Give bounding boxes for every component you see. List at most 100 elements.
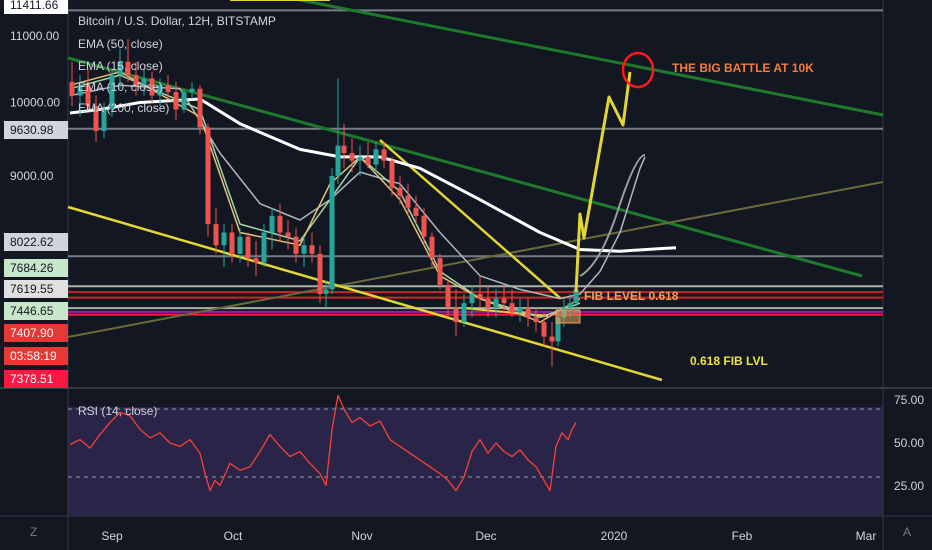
legend-ema-50[interactable]: EMA (50, close) (78, 37, 163, 51)
candle-20 (229, 224, 235, 263)
candle-60 (541, 312, 547, 347)
price-tags: 11411.66 9630.98 8022.62 7684.26 7619.55 7446… (4, 0, 68, 388)
candle-26 (277, 203, 283, 241)
candle-57 (517, 298, 523, 323)
big-battle-label[interactable]: THE BIG BATTLE AT 10K (672, 61, 814, 75)
candle-9 (141, 68, 147, 96)
candle-38 (365, 141, 371, 169)
candle-16 (197, 85, 203, 135)
horizontal-levels[interactable] (68, 9, 883, 316)
candle-18 (213, 207, 219, 254)
svg-text:11411.66: 11411.66 (10, 0, 59, 12)
price-tick-0: 11000.00 (10, 29, 59, 43)
price-tag-0: 11411.66 (4, 0, 68, 14)
candle-44 (413, 195, 419, 225)
candle-21 (237, 228, 243, 263)
rsi-tick-75: 75.00 (894, 393, 924, 407)
candle-6 (117, 48, 123, 89)
svg-text:7407.90: 7407.90 (10, 326, 54, 340)
candle-22 (245, 232, 251, 267)
yellow-projection-path[interactable] (574, 71, 632, 293)
candle-8 (133, 61, 139, 96)
candlesticks (69, 39, 579, 367)
candle-23 (253, 240, 259, 276)
candle-34 (335, 78, 341, 184)
zoom-icon[interactable]: Z (30, 525, 37, 539)
candle-12 (165, 75, 171, 100)
svg-text:03:58:19: 03:58:19 (10, 349, 57, 363)
candle-40 (381, 141, 387, 169)
candle-17 (205, 123, 211, 237)
candle-54 (493, 289, 499, 318)
candle-53 (485, 284, 491, 318)
candle-24 (261, 224, 267, 267)
candle-15 (189, 81, 195, 100)
candle-7 (125, 39, 131, 82)
candle-13 (173, 81, 179, 121)
candle-56 (509, 289, 515, 318)
candle-30 (309, 232, 315, 263)
candle-45 (421, 207, 427, 246)
legend-ema-10[interactable]: EMA (10, close) (78, 80, 163, 94)
candle-43 (405, 183, 411, 216)
rsi-tick-25: 25.00 (894, 479, 924, 493)
candle-32 (323, 280, 329, 308)
ema-line-1 (69, 84, 646, 300)
time-axis-ticks[interactable]: Sep Oct Nov Dec 2020 Feb Mar (101, 529, 876, 543)
legend-ema-15[interactable]: EMA (15, close) (78, 59, 163, 73)
legend-ema-200[interactable]: EMA (200, close) (78, 101, 169, 115)
fib-zone-box[interactable] (555, 309, 581, 324)
candle-33 (329, 168, 335, 294)
candle-59 (533, 307, 539, 332)
candle-58 (525, 298, 531, 327)
price-tag-4: 7619.55 (4, 280, 68, 298)
candle-11 (157, 78, 163, 106)
candle-28 (293, 228, 299, 263)
time-tick-5: Feb (732, 529, 753, 543)
svg-text:7619.55: 7619.55 (10, 282, 54, 296)
time-tick-6: Mar (856, 529, 877, 543)
green-channel-upper-line[interactable] (299, 0, 884, 117)
candle-19 (221, 224, 227, 267)
candle-3 (93, 95, 99, 142)
candle-1 (77, 75, 83, 117)
rsi-line-group (69, 394, 577, 492)
fib-level-label[interactable]: FIB LEVEL 0.618 (584, 289, 679, 303)
price-tag-1: 9630.98 (4, 121, 68, 139)
svg-text:9630.98: 9630.98 (10, 123, 54, 137)
yellow-wedge-lower-line[interactable] (67, 205, 663, 382)
price-tag-3: 7684.26 (4, 259, 68, 277)
candle-36 (349, 138, 355, 173)
fib-lvl-label[interactable]: 0.618 FIB LVL (690, 354, 768, 368)
candle-5 (109, 68, 115, 117)
time-tick-3: Dec (475, 529, 496, 543)
rsi-legend[interactable]: RSI (14, close) (78, 404, 157, 418)
candle-61 (549, 322, 555, 367)
candle-48 (445, 280, 451, 318)
auto-scale-icon[interactable]: A (903, 525, 911, 539)
candle-2 (85, 68, 91, 110)
target-circle[interactable] (621, 51, 655, 89)
candle-14 (181, 88, 187, 114)
candle-47 (437, 253, 443, 290)
candle-27 (285, 219, 291, 250)
candle-39 (373, 141, 379, 173)
time-tick-0: Sep (101, 529, 123, 543)
olive-support-line[interactable] (67, 181, 884, 338)
price-tag-2: 8022.62 (4, 233, 68, 251)
gray-projection-path[interactable] (579, 154, 646, 277)
price-axis-ticks[interactable]: 11000.00 10000.00 9000.00 (10, 29, 60, 183)
candle-37 (357, 145, 363, 176)
svg-text:7684.26: 7684.26 (10, 261, 54, 275)
time-tick-2: Nov (351, 529, 372, 543)
svg-text:7378.51: 7378.51 (10, 372, 54, 386)
candle-41 (389, 156, 395, 196)
rsi-line (69, 394, 577, 492)
candle-55 (501, 284, 507, 313)
candle-49 (453, 289, 459, 337)
candle-0 (69, 61, 75, 106)
candle-51 (469, 284, 475, 318)
time-tick-4: 2020 (601, 529, 628, 543)
svg-text:7446.65: 7446.65 (10, 304, 54, 318)
